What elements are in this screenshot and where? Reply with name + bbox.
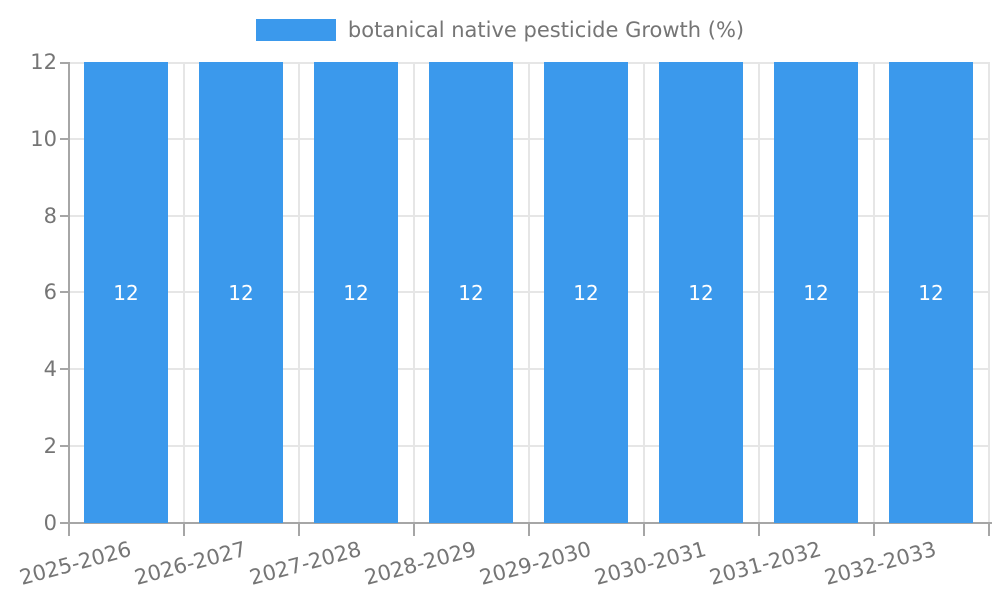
legend-swatch-icon bbox=[255, 19, 336, 41]
y-tick-mark bbox=[60, 291, 69, 293]
bar-value-label: 12 bbox=[688, 280, 714, 305]
x-tick-label: 2027-2028 bbox=[246, 537, 364, 590]
bar-value-label: 12 bbox=[573, 280, 599, 305]
bar[interactable]: 12 bbox=[774, 62, 858, 523]
x-tick-mark bbox=[298, 523, 300, 536]
bar[interactable]: 12 bbox=[199, 62, 283, 523]
gridline-v bbox=[988, 62, 990, 523]
y-tick-mark bbox=[60, 445, 69, 447]
x-tick-mark bbox=[758, 523, 760, 536]
plot-area: 12 12 12 12 12 12 12 12 bbox=[60, 62, 992, 536]
bar[interactable]: 12 bbox=[659, 62, 743, 523]
x-axis-line bbox=[68, 522, 992, 524]
y-tick-mark bbox=[60, 62, 69, 64]
x-tick-mark bbox=[643, 523, 645, 536]
bar-value-label: 12 bbox=[803, 280, 829, 305]
bar[interactable]: 12 bbox=[429, 62, 513, 523]
x-tick-mark bbox=[873, 523, 875, 536]
legend[interactable]: botanical native pesticide Growth (%) bbox=[0, 17, 1000, 43]
x-tick-label: 2029-2030 bbox=[476, 537, 594, 590]
y-tick-label: 6 bbox=[43, 280, 57, 304]
x-tick-mark bbox=[183, 523, 185, 536]
y-tick-label: 10 bbox=[30, 127, 57, 151]
gridline-v bbox=[758, 62, 760, 523]
x-tick-label: 2028-2029 bbox=[361, 537, 479, 590]
bar[interactable]: 12 bbox=[84, 62, 168, 523]
y-tick-mark bbox=[60, 522, 69, 524]
legend-label: botanical native pesticide Growth (%) bbox=[347, 18, 745, 42]
y-tick-label: 8 bbox=[43, 204, 57, 228]
x-tick-mark bbox=[413, 523, 415, 536]
y-axis-line bbox=[68, 62, 70, 523]
bar-value-label: 12 bbox=[113, 280, 139, 305]
bar[interactable]: 12 bbox=[889, 62, 973, 523]
bar-value-label: 12 bbox=[918, 280, 944, 305]
x-tick-mark bbox=[988, 523, 990, 536]
gridline-v bbox=[643, 62, 645, 523]
bar-value-label: 12 bbox=[343, 280, 369, 305]
x-tick-label: 2025-2026 bbox=[16, 537, 134, 590]
x-tick-mark bbox=[528, 523, 530, 536]
bar-value-label: 12 bbox=[458, 280, 484, 305]
x-tick-label: 2030-2031 bbox=[591, 537, 709, 590]
y-tick-mark bbox=[60, 138, 69, 140]
gridline-v bbox=[413, 62, 415, 523]
bar[interactable]: 12 bbox=[314, 62, 398, 523]
y-tick-label: 0 bbox=[43, 511, 57, 535]
gridline-v bbox=[873, 62, 875, 523]
gridline-v bbox=[298, 62, 300, 523]
gridline-v bbox=[183, 62, 185, 523]
gridline-v bbox=[528, 62, 530, 523]
x-tick-label: 2026-2027 bbox=[131, 537, 249, 590]
y-tick-label: 12 bbox=[30, 50, 57, 74]
y-tick-label: 4 bbox=[43, 357, 57, 381]
bar-value-label: 12 bbox=[228, 280, 254, 305]
x-tick-mark bbox=[68, 523, 70, 536]
y-tick-mark bbox=[60, 215, 69, 217]
bar[interactable]: 12 bbox=[544, 62, 628, 523]
x-tick-label: 2031-2032 bbox=[706, 537, 824, 590]
y-tick-mark bbox=[60, 368, 69, 370]
y-tick-label: 2 bbox=[43, 434, 57, 458]
x-tick-label: 2032-2033 bbox=[821, 537, 939, 590]
